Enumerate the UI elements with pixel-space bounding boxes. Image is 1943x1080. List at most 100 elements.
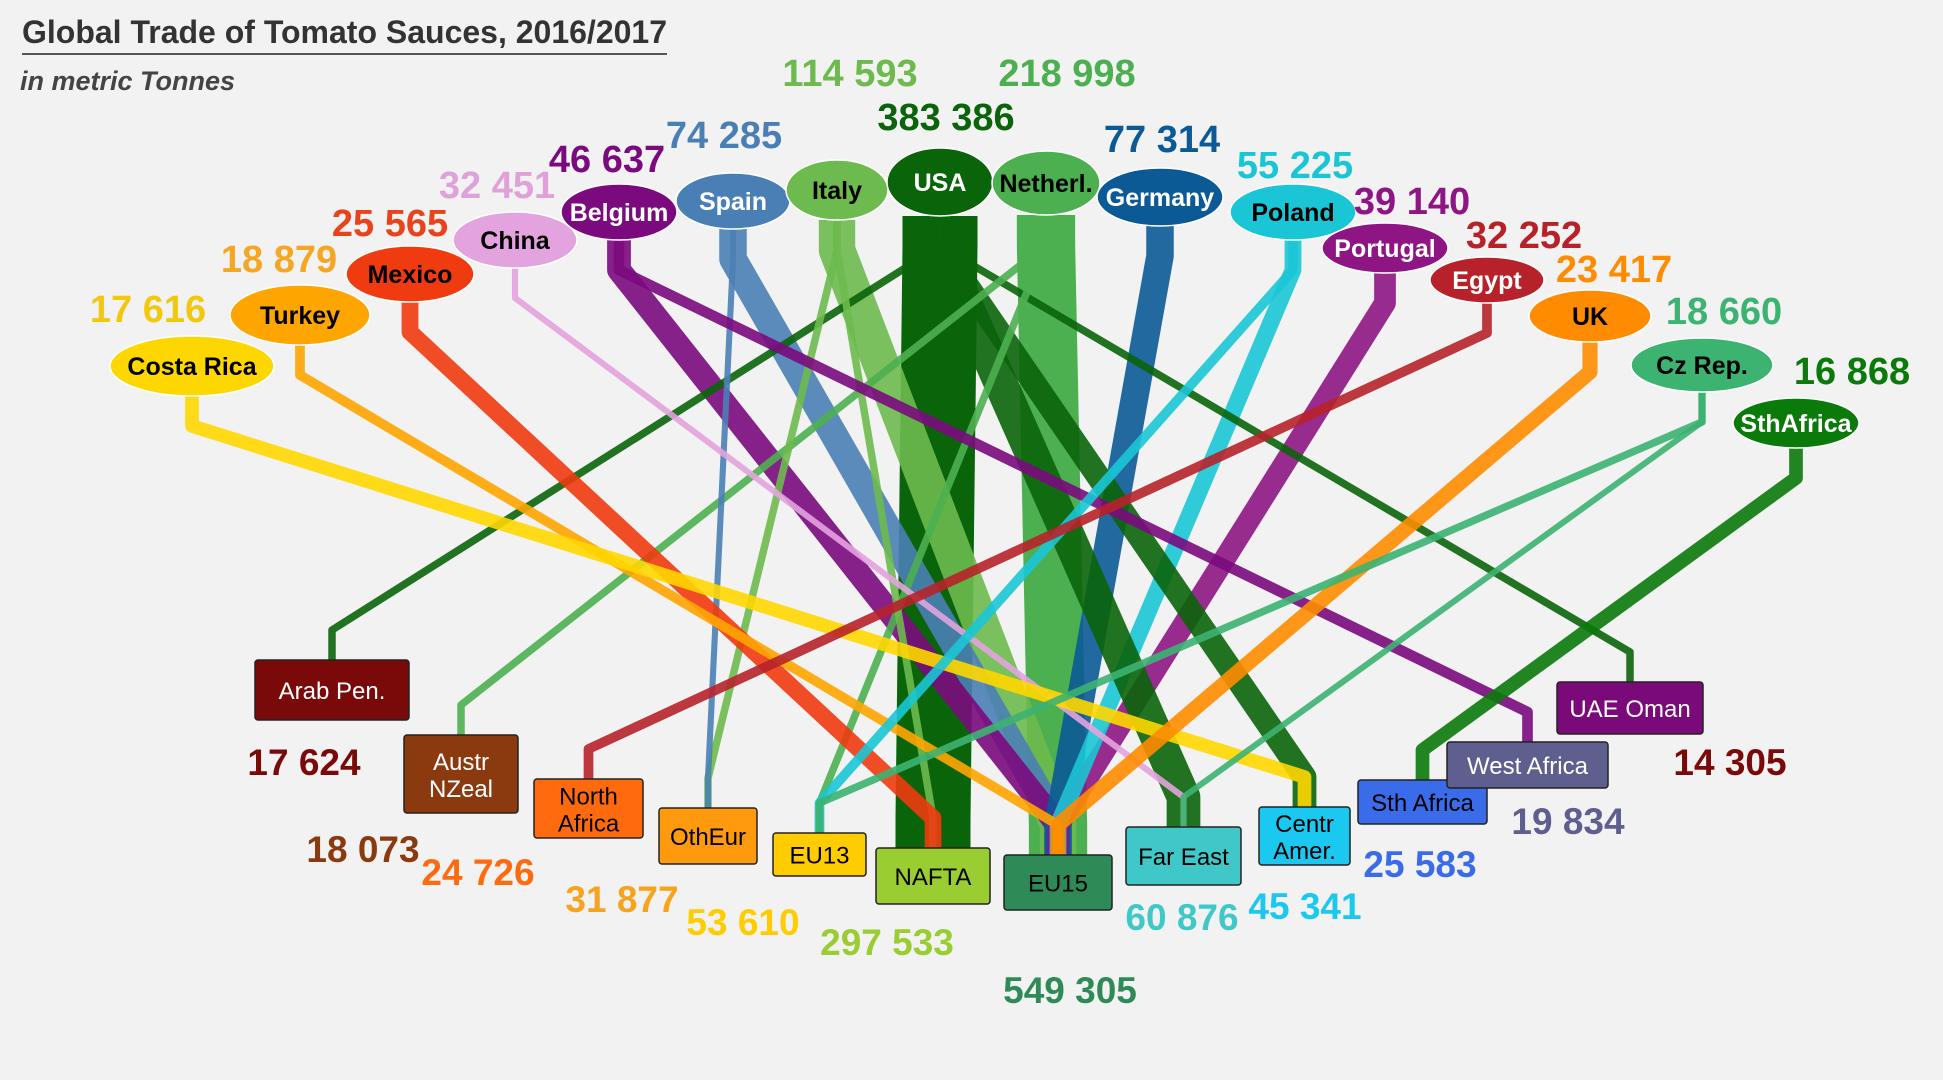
exporter-egypt-value: 32 252 <box>1466 215 1582 257</box>
importer-west-africa: West Africa 19 834 <box>1446 741 1625 842</box>
exporter-uk: UK 23 417 <box>1528 249 1672 343</box>
exporter-portugal: Portugal 39 140 <box>1321 181 1470 274</box>
importer-north-africa-label: North Africa <box>558 784 620 838</box>
importer-uae-oman-box <box>1556 681 1704 735</box>
exporter-netherl-label: Netherl. <box>999 170 1092 198</box>
exporter-uk-label: UK <box>1572 303 1608 331</box>
exporter-mexico: Mexico 25 565 <box>332 203 475 303</box>
exporter-sthafrica-label: SthAfrica <box>1740 410 1852 438</box>
exporter-turkey-label: Turkey <box>260 302 340 330</box>
exporter-mexico-value: 25 565 <box>332 203 448 245</box>
exporter-egypt: Egypt 32 252 <box>1429 215 1582 304</box>
importer-arab-pen-box <box>254 659 410 721</box>
importer-nafta: NAFTA 297 533 <box>820 847 991 963</box>
flow-sthafrica-to-sth-africa <box>1415 448 1803 780</box>
exporter-costa-rica-value: 17 616 <box>90 289 206 331</box>
exporter-italy-value: 114 593 <box>782 53 917 95</box>
flow-uk-to-eu15 <box>1050 342 1598 855</box>
exporter-costa-rica-bubble <box>109 335 275 397</box>
importer-centr-amer: Centr Amer. 45 341 <box>1248 806 1362 927</box>
exporter-china: China 32 451 <box>439 165 578 269</box>
importer-sth-africa-label: Sth Africa <box>1371 790 1474 817</box>
exporter-germany-value: 77 314 <box>1104 119 1220 161</box>
exporter-germany-bubble <box>1096 167 1224 227</box>
importer-west-africa-value: 19 834 <box>1511 801 1625 842</box>
exporter-sthafrica-value: 16 868 <box>1794 351 1910 393</box>
exporter-italy-label: Italy <box>812 177 862 205</box>
exporter-usa: USA 383 386 <box>877 97 1015 217</box>
exporter-portugal-label: Portugal <box>1334 235 1435 263</box>
chart-subtitle: in metric Tonnes <box>20 66 236 96</box>
flow-belgium-to-west-africa <box>613 240 1533 742</box>
importer-arab-pen-value: 17 624 <box>247 742 361 783</box>
exporter-egypt-bubble <box>1429 256 1545 304</box>
exporter-poland-label: Poland <box>1251 199 1334 227</box>
importer-far-east: Far East 60 876 <box>1125 826 1242 938</box>
importer-uae-oman-value: 14 305 <box>1673 742 1786 783</box>
exporter-turkey-bubble <box>229 284 371 346</box>
trade-flows <box>185 208 1803 856</box>
exporter-belgium-label: Belgium <box>570 199 669 227</box>
exporter-spain-label: Spain <box>699 188 767 216</box>
exporter-netherl-value: 218 998 <box>998 53 1135 95</box>
importer-nafta-box <box>875 847 991 905</box>
exporter-uk-bubble <box>1528 289 1652 343</box>
exporter-uk-value: 23 417 <box>1556 249 1672 291</box>
exporter-china-value: 32 451 <box>439 165 555 207</box>
exporter-spain: Spain 74 285 <box>666 115 791 230</box>
importer-west-africa-box <box>1446 741 1609 789</box>
importer-centr-amer-box <box>1258 806 1351 866</box>
exporter-belgium-value: 46 637 <box>549 139 665 181</box>
exporter-costa-rica: Costa Rica 17 616 <box>90 289 275 397</box>
importer-centr-amer-value: 45 341 <box>1248 886 1361 927</box>
exporter-cz-rep-value: 18 660 <box>1666 291 1782 333</box>
exporter-china-label: China <box>480 227 551 255</box>
exporter-italy: Italy 114 593 <box>782 53 918 221</box>
exporter-cz-rep-bubble <box>1630 337 1774 393</box>
importer-otheur-box <box>658 807 758 865</box>
exporter-cz-rep: Cz Rep. 18 660 <box>1630 291 1782 393</box>
exporter-spain-value: 74 285 <box>666 115 782 157</box>
exporter-poland-bubble <box>1229 183 1357 241</box>
importer-austr-nzeal-label: Austr NZeal <box>429 749 493 803</box>
importer-eu15: EU15 549 305 <box>1003 854 1137 1011</box>
exporter-germany: Germany 77 314 <box>1096 119 1224 227</box>
flow-usa-to-uae-oman <box>936 216 1634 682</box>
importer-far-east-value: 60 876 <box>1125 897 1238 938</box>
importer-north-africa: North Africa 24 726 <box>421 778 644 893</box>
exporter-egypt-label: Egypt <box>1452 267 1522 295</box>
importer-sth-africa-box <box>1357 779 1488 825</box>
importer-eu13-box <box>772 832 867 877</box>
importer-otheur-label: OthEur <box>670 824 746 851</box>
exporter-usa-label: USA <box>914 169 967 197</box>
exporter-mexico-bubble <box>345 245 475 303</box>
exporter-sthafrica-bubble <box>1732 397 1860 449</box>
importer-nafta-label: NAFTA <box>895 864 972 891</box>
importer-otheur-value: 31 877 <box>565 879 678 920</box>
flow-cz-rep-to-far-east <box>1180 392 1706 827</box>
importer-arab-pen: Arab Pen. 17 624 <box>247 659 410 783</box>
exporter-netherl: Netherl. 218 998 <box>991 53 1136 216</box>
importer-sth-africa: Sth Africa 25 583 <box>1357 779 1488 885</box>
importer-eu15-box <box>1003 854 1113 911</box>
exporter-mexico-label: Mexico <box>368 261 453 289</box>
exporter-belgium-bubble <box>560 183 678 241</box>
exporter-nodes: Costa Rica 17 616 Turkey 18 879 Mexico 25 565… <box>90 53 1910 449</box>
importer-far-east-label: Far East <box>1138 844 1229 871</box>
exporter-usa-value: 383 386 <box>877 97 1014 139</box>
importer-uae-oman: UAE Oman 14 305 <box>1556 681 1787 783</box>
exporter-turkey: Turkey 18 879 <box>221 239 371 346</box>
exporter-poland-value: 55 225 <box>1237 145 1353 187</box>
flow-spain-to-otheur <box>704 229 737 808</box>
importer-austr-nzeal-value: 18 073 <box>306 829 419 870</box>
importer-eu15-value: 549 305 <box>1003 970 1137 1011</box>
importer-eu13-value: 53 610 <box>686 902 799 943</box>
exporter-portugal-bubble <box>1321 222 1449 274</box>
flow-costa-rica-to-centr-amer <box>185 396 1312 807</box>
exporter-belgium: Belgium 46 637 <box>549 139 678 241</box>
exporter-china-bubble <box>452 211 578 269</box>
importer-north-africa-value: 24 726 <box>421 852 534 893</box>
importer-north-africa-box <box>533 778 644 839</box>
